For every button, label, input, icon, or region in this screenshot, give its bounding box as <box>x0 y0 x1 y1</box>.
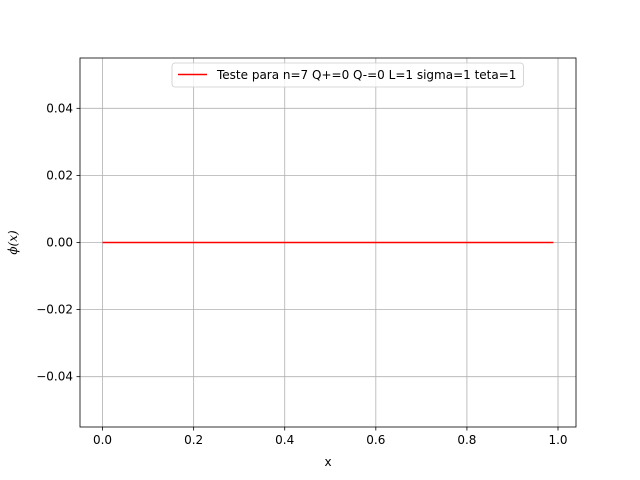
y-tick-label: 0.04 <box>46 101 73 115</box>
legend-box <box>171 62 524 88</box>
legend: Teste para n=7 Q+=0 Q-=0 L=1 sigma=1 tet… <box>171 62 524 88</box>
y-tick-label: −0.02 <box>36 303 73 317</box>
y-tick-label: 0.02 <box>46 168 73 182</box>
legend-entry: Teste para n=7 Q+=0 Q-=0 L=1 sigma=1 tet… <box>216 68 516 82</box>
x-axis-ticks: 0.0 0.2 0.4 0.6 0.8 1.0 <box>93 427 568 447</box>
x-tick-label: 0.4 <box>275 433 294 447</box>
x-tick-label: 1.0 <box>548 433 567 447</box>
x-axis-label: x <box>324 455 331 469</box>
x-tick-label: 0.8 <box>457 433 476 447</box>
x-tick-label: 0.0 <box>93 433 112 447</box>
y-axis-ticks: −0.04 −0.02 0.00 0.02 0.04 <box>36 101 80 384</box>
y-tick-label: 0.00 <box>46 236 73 250</box>
y-axis-label: ϕ(x) <box>6 230 20 255</box>
y-tick-label: −0.04 <box>36 370 73 384</box>
x-tick-label: 0.6 <box>366 433 385 447</box>
x-tick-label: 0.2 <box>184 433 203 447</box>
